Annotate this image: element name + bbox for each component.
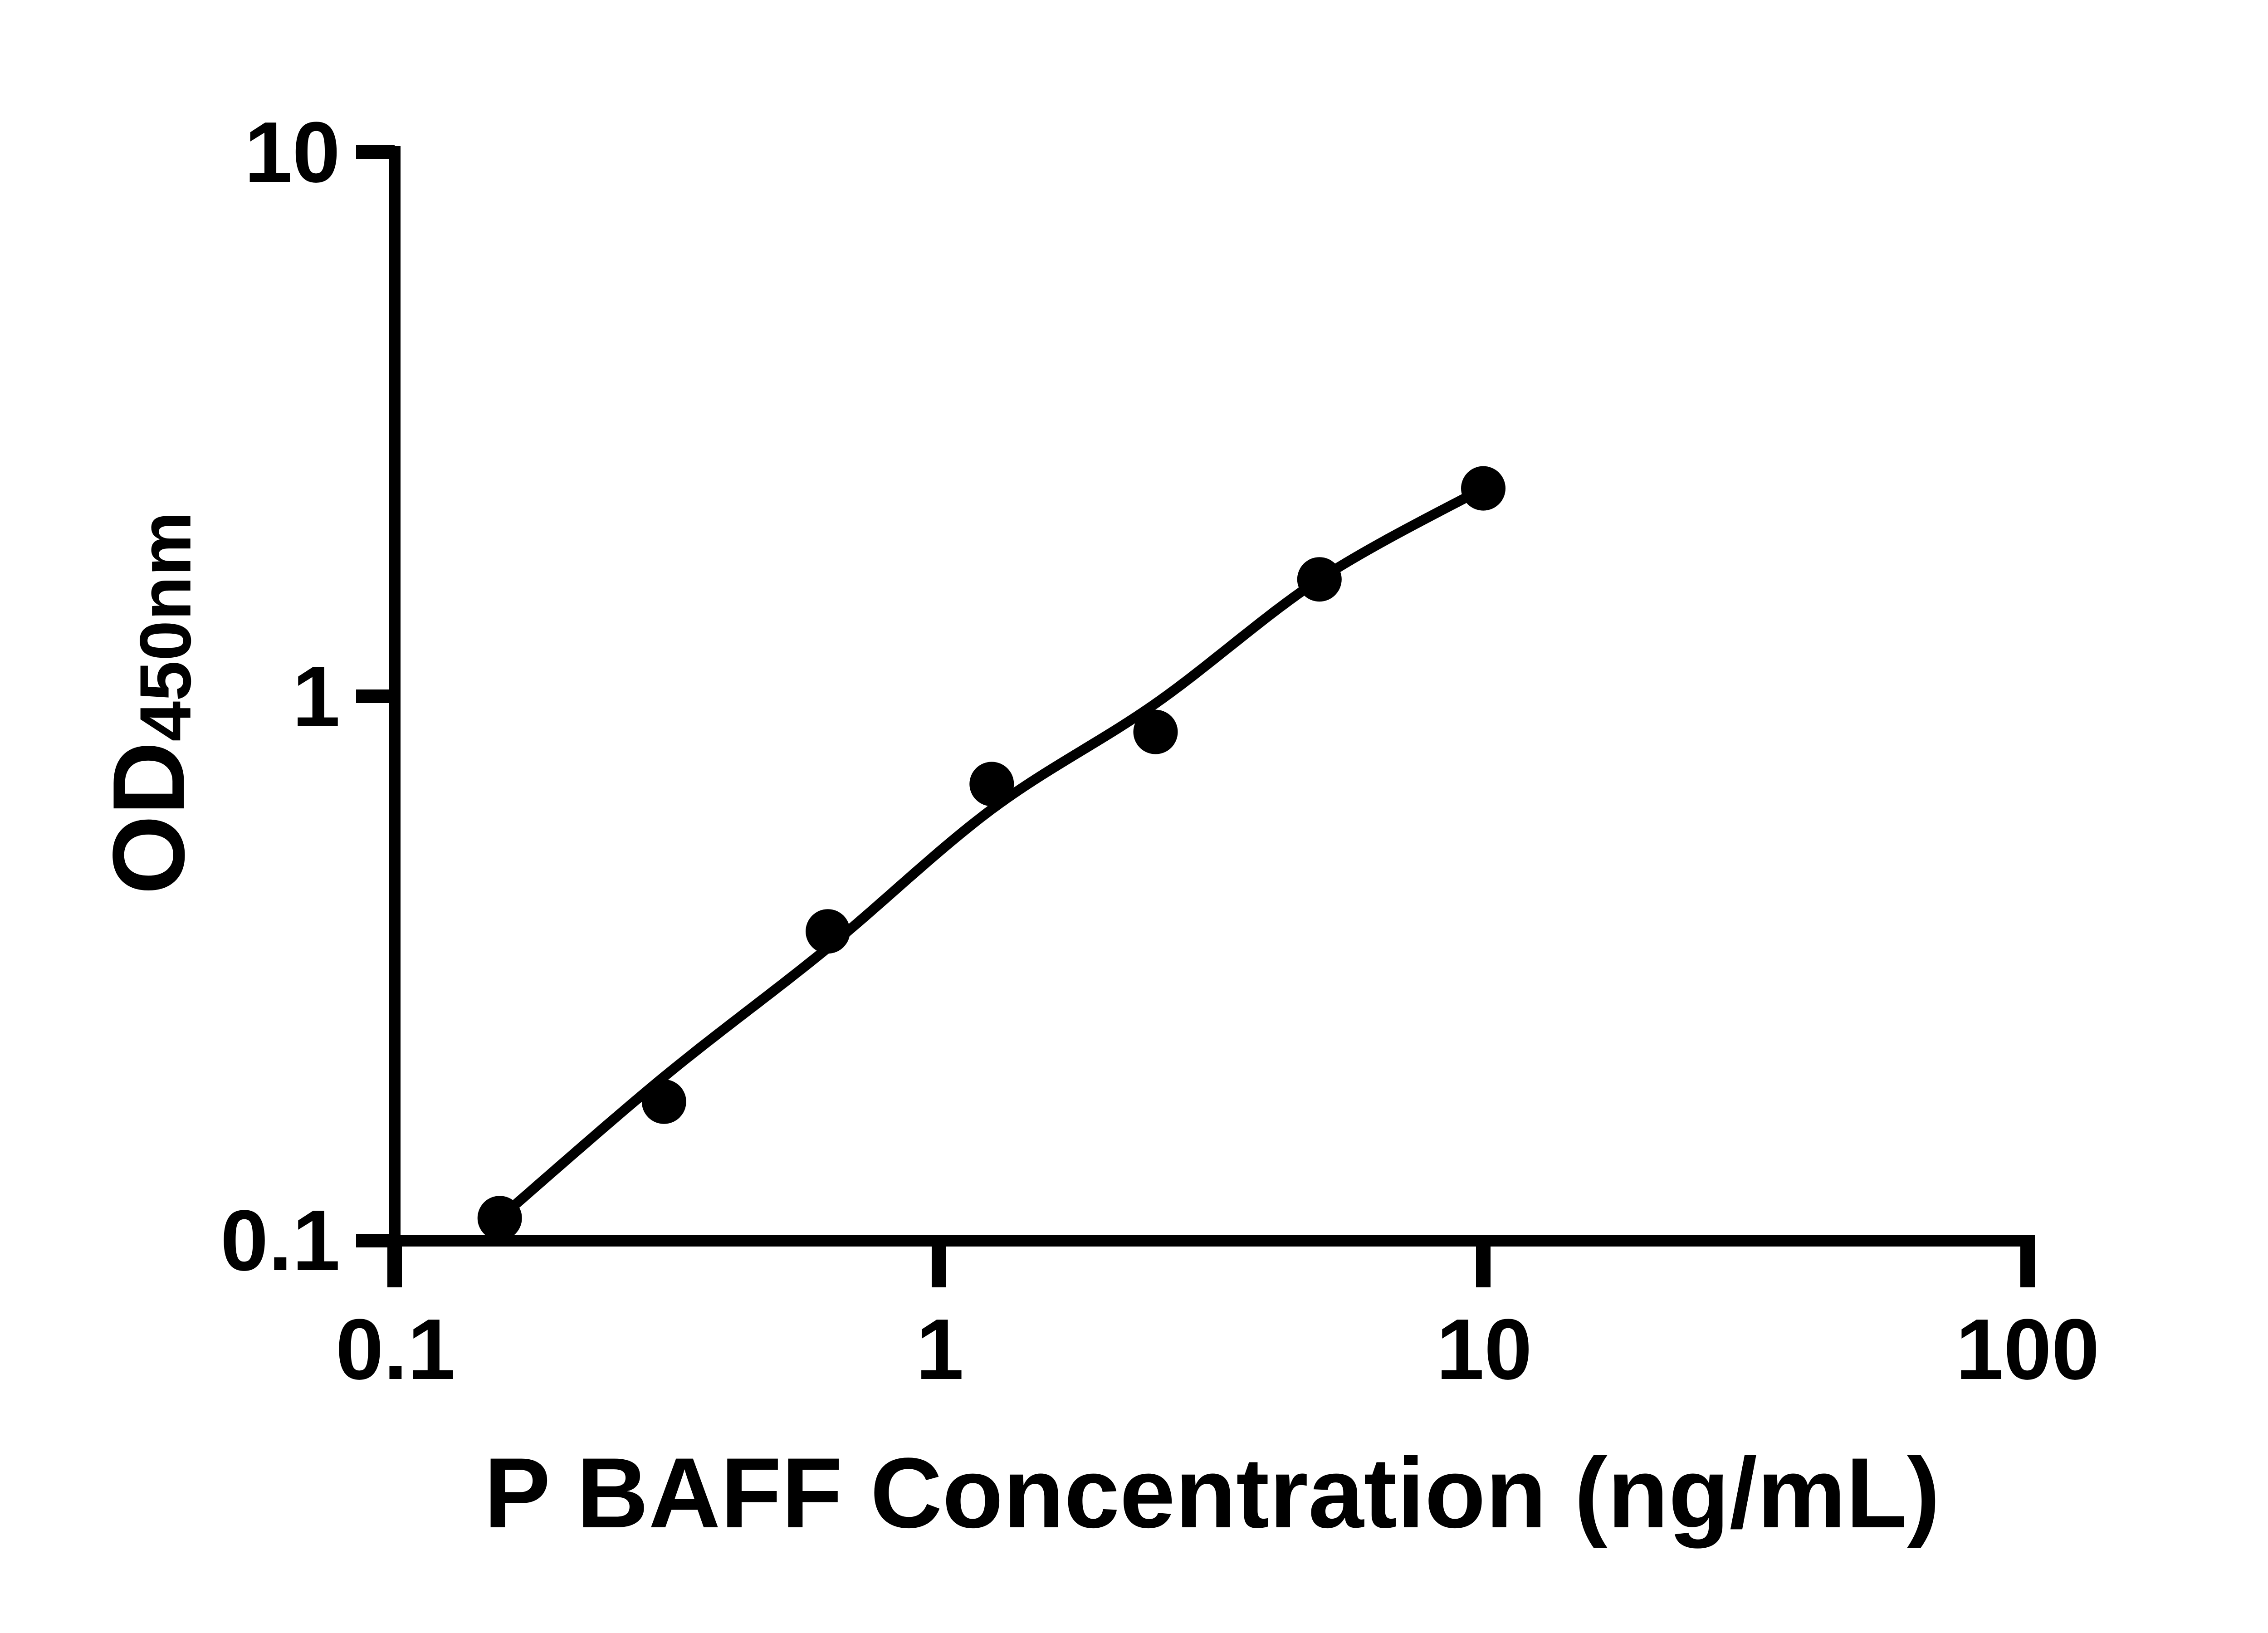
x-tick-label-10: 10 xyxy=(1436,1301,1532,1398)
data-point-5 xyxy=(1297,557,1342,602)
x-tick-label-0.1: 0.1 xyxy=(335,1301,456,1398)
y-axis-title-subscript: 450nm xyxy=(124,511,206,742)
y-tick-label-1: 1 xyxy=(292,649,340,745)
y-axis-title: OD450nm xyxy=(91,512,205,895)
x-tick-mark-1 xyxy=(932,1235,946,1287)
y-tick-label-0.1: 0.1 xyxy=(220,1193,340,1289)
x-tick-mark-10 xyxy=(1476,1235,1491,1287)
x-axis-line xyxy=(389,1235,2033,1247)
data-point-markers xyxy=(477,466,1505,1241)
data-point-2 xyxy=(806,909,850,954)
x-axis-title: P BAFF Concentration (ng/mL) xyxy=(484,1437,1941,1549)
data-point-1 xyxy=(641,1079,686,1124)
y-tick-mark-10 xyxy=(356,145,395,159)
x-tick-mark-100 xyxy=(2020,1235,2035,1287)
data-point-4 xyxy=(1133,709,1178,754)
axis-ticks xyxy=(356,145,2035,1287)
x-tick-label-1: 1 xyxy=(916,1301,964,1398)
y-axis-title-main: OD xyxy=(91,741,206,895)
y-tick-mark-0.1 xyxy=(356,1234,395,1247)
y-tick-mark-1 xyxy=(356,689,395,703)
data-point-3 xyxy=(969,762,1014,807)
y-tick-label-10: 10 xyxy=(244,104,340,200)
data-point-6 xyxy=(1461,466,1505,511)
x-tick-label-100: 100 xyxy=(1955,1301,2100,1398)
data-point-0 xyxy=(477,1196,522,1241)
